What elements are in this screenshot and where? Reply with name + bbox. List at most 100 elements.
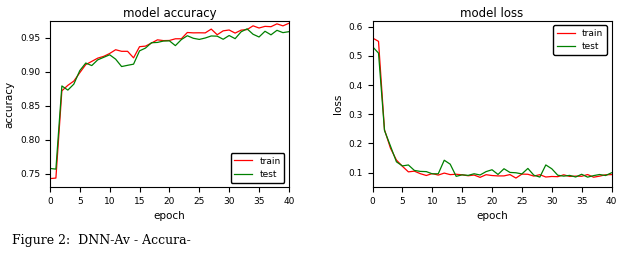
test: [422, 170, 430, 173]
train: [392, 159, 400, 162]
test: [178, 38, 185, 41]
test: [100, 56, 107, 59]
test: [70, 83, 77, 86]
train: [542, 176, 550, 179]
train: [459, 173, 466, 176]
test: [213, 35, 221, 38]
test: [232, 37, 239, 40]
test: [464, 174, 472, 177]
test: [566, 174, 573, 177]
train: [46, 177, 54, 180]
X-axis label: epoch: epoch: [476, 211, 508, 222]
test: [554, 174, 562, 177]
test: [148, 41, 155, 44]
test: [548, 167, 555, 170]
test: [190, 37, 197, 40]
test: [441, 159, 448, 162]
test: [578, 173, 585, 176]
test: [172, 44, 179, 47]
train: [232, 31, 239, 35]
train: [220, 29, 227, 32]
test: [512, 171, 520, 174]
test: [46, 167, 54, 170]
test: [584, 176, 592, 179]
train: [489, 174, 496, 177]
test: [136, 49, 144, 53]
train: [190, 31, 197, 34]
test: [165, 39, 173, 42]
test: [273, 29, 281, 32]
train: [58, 89, 66, 92]
train: [422, 174, 430, 177]
test: [470, 172, 478, 175]
train: [411, 170, 418, 173]
test: [536, 176, 544, 179]
test: [524, 167, 532, 170]
Text: Figure 2:  DNN-Av - Accura-: Figure 2: DNN-Av - Accura-: [12, 234, 191, 247]
test: [154, 41, 161, 44]
train: [518, 173, 525, 176]
train: [578, 175, 585, 178]
Line: train: train: [50, 23, 289, 179]
test: [596, 173, 603, 176]
test: [429, 172, 436, 176]
train: [172, 37, 179, 40]
train: [165, 39, 173, 42]
train: [590, 176, 597, 179]
train: [237, 29, 245, 32]
train: [417, 172, 424, 175]
test: [476, 173, 484, 177]
test: [500, 167, 508, 170]
train: [76, 71, 84, 74]
train: [369, 36, 376, 40]
test: [243, 27, 251, 30]
train: [213, 33, 221, 36]
test: [118, 65, 125, 68]
train: [202, 31, 209, 35]
test: [220, 38, 227, 41]
test: [560, 174, 567, 178]
train: [178, 37, 185, 40]
test: [459, 173, 466, 176]
train: [602, 173, 609, 176]
train: [596, 174, 603, 178]
test: [279, 31, 286, 34]
train: [524, 173, 532, 176]
train: [100, 55, 107, 58]
train: [243, 28, 251, 31]
train: [572, 174, 580, 178]
train: [375, 40, 383, 43]
test: [195, 38, 203, 41]
test: [225, 34, 233, 37]
test: [285, 30, 293, 33]
train: [536, 173, 544, 176]
train: [64, 84, 72, 87]
test: [255, 35, 263, 38]
train: [476, 176, 484, 179]
test: [572, 176, 580, 179]
test: [112, 58, 119, 61]
test: [608, 171, 615, 174]
test: [94, 58, 102, 61]
train: [88, 60, 95, 63]
train: [261, 25, 269, 28]
test: [142, 47, 149, 50]
test: [411, 169, 418, 172]
test: [88, 64, 95, 67]
test: [381, 129, 388, 132]
train: [500, 174, 508, 178]
test: [387, 145, 394, 148]
test: [160, 40, 167, 43]
train: [106, 52, 114, 55]
train: [136, 45, 144, 48]
test: [375, 51, 383, 55]
train: [441, 172, 448, 175]
test: [237, 30, 245, 33]
test: [506, 171, 514, 174]
train: [273, 22, 281, 25]
test: [130, 63, 137, 66]
test: [58, 84, 66, 88]
X-axis label: epoch: epoch: [154, 211, 185, 222]
test: [518, 172, 525, 176]
train: [429, 172, 436, 175]
